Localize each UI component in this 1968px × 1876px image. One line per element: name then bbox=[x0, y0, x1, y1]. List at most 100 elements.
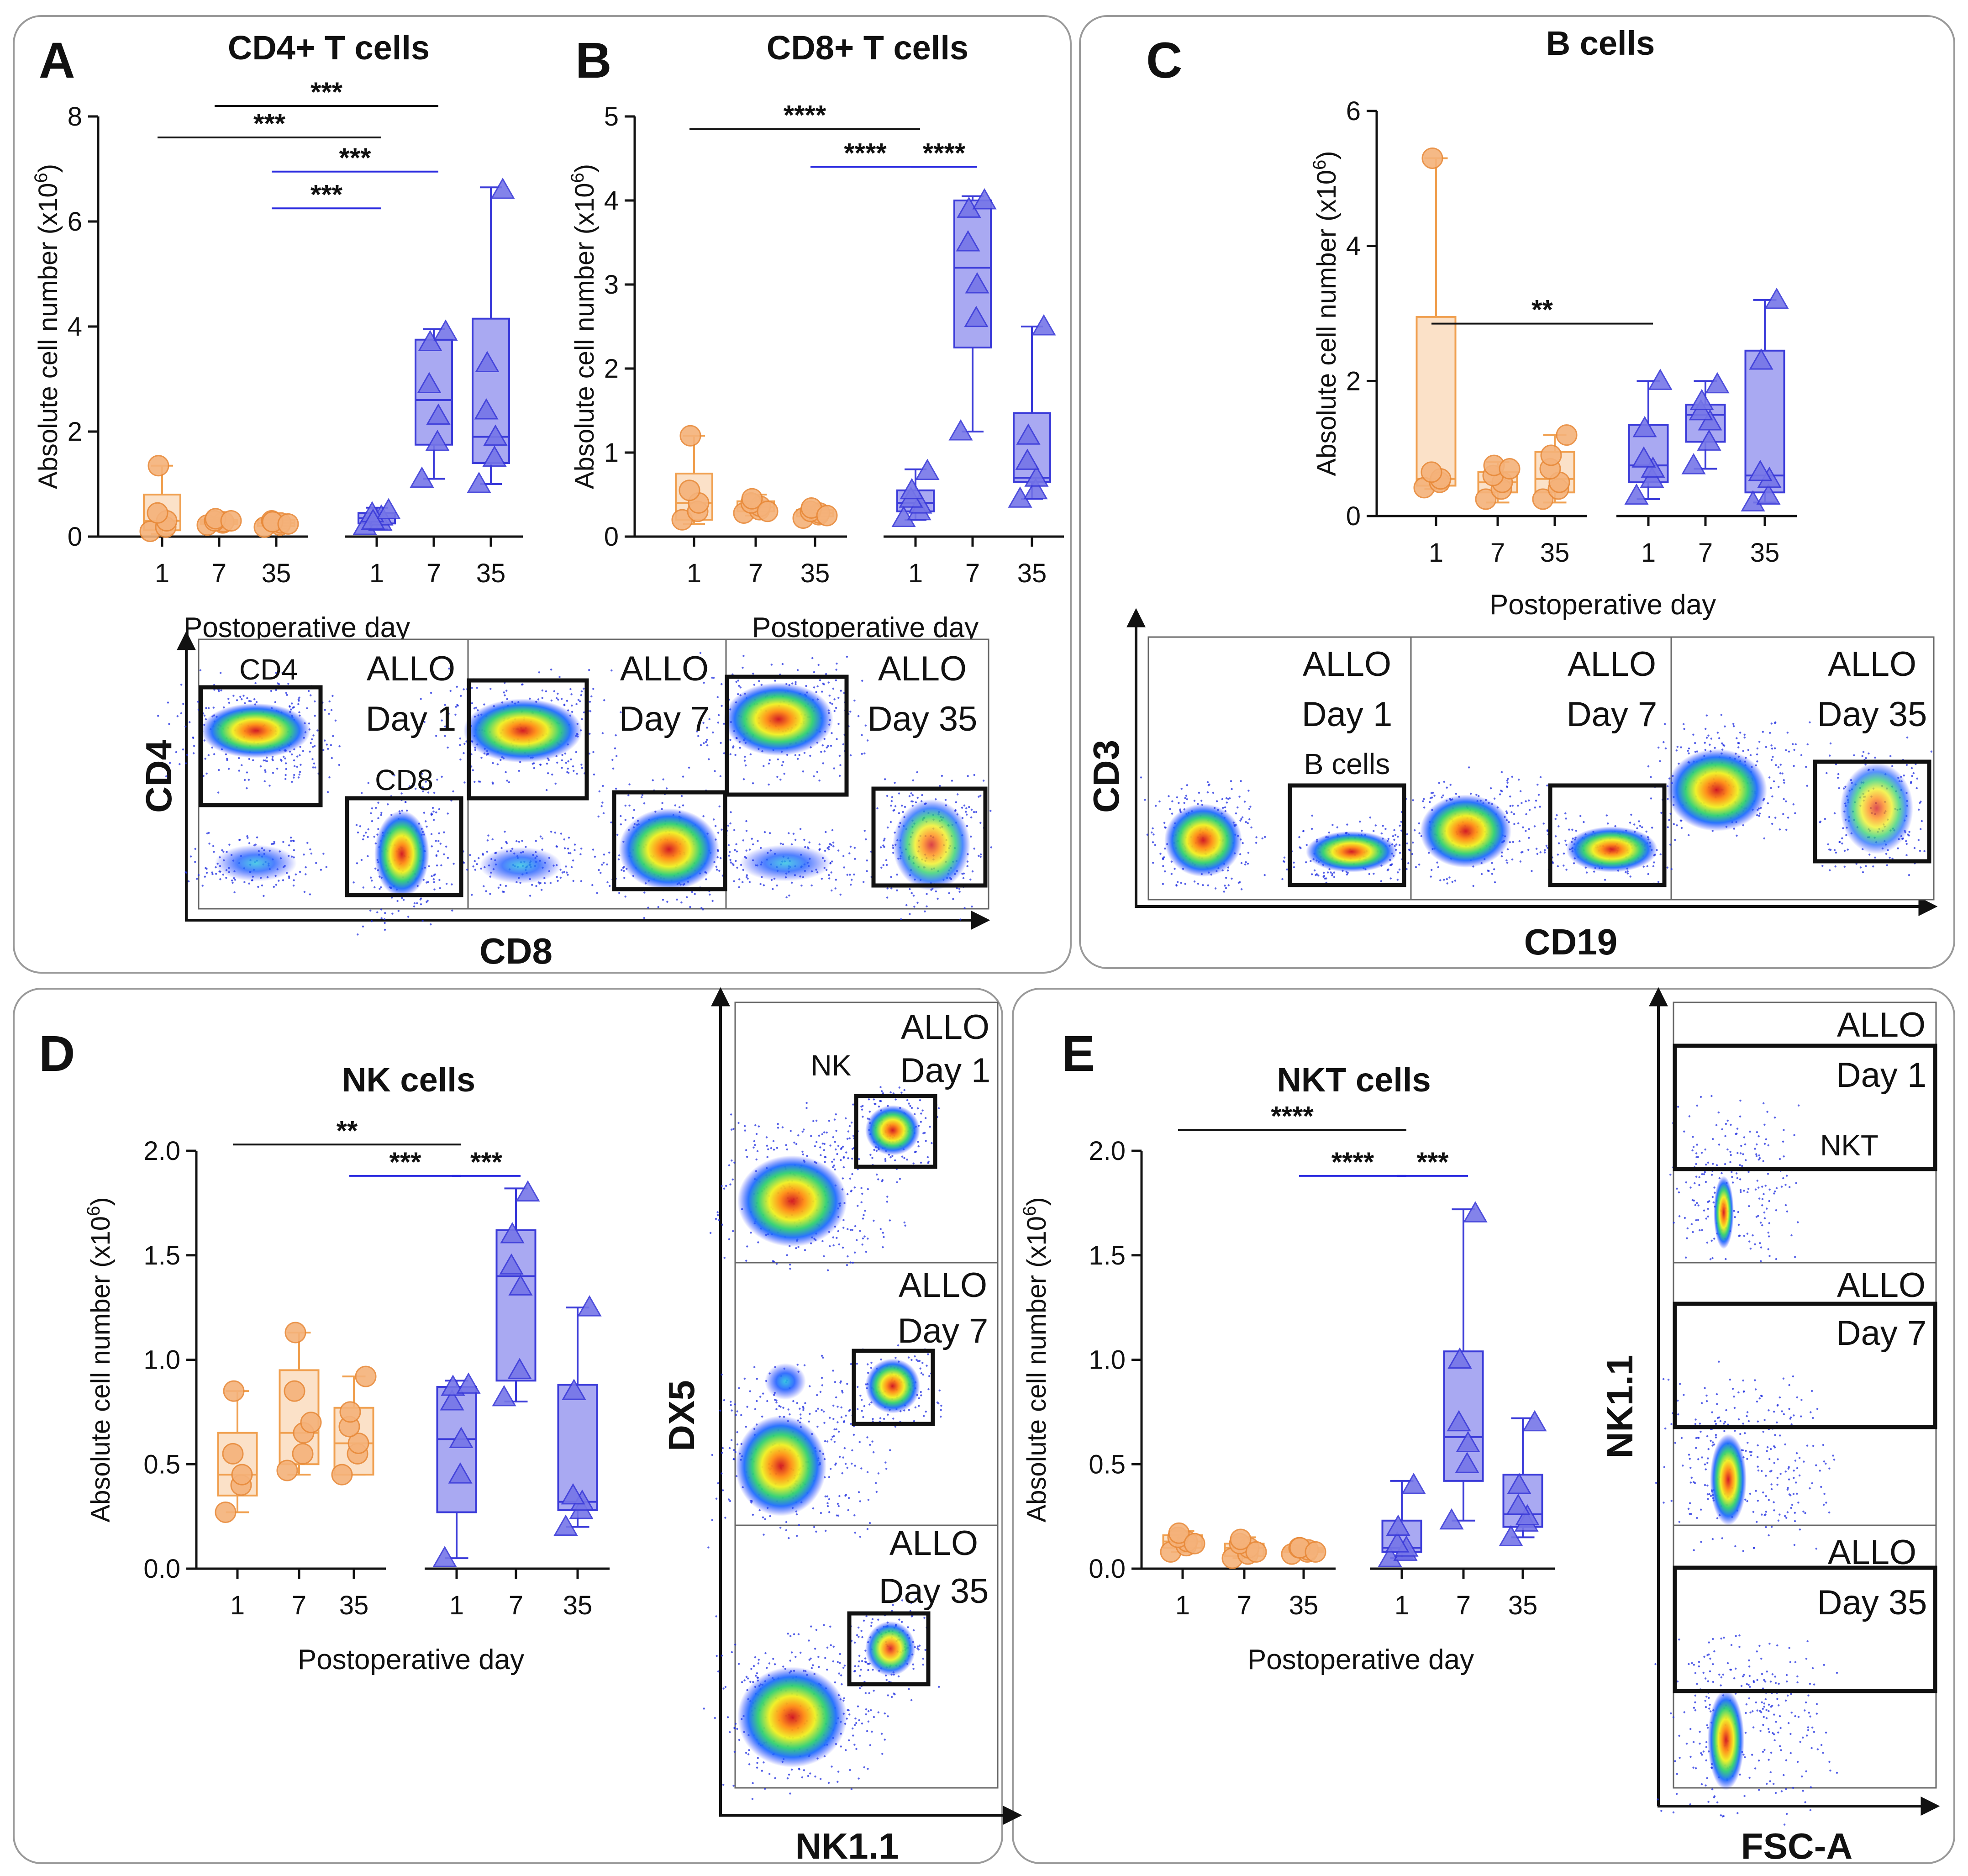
flow-dot bbox=[566, 871, 568, 874]
flow-dot bbox=[300, 764, 302, 766]
flow-dot bbox=[1398, 868, 1401, 871]
flow-dot bbox=[859, 1395, 862, 1397]
flow-dot bbox=[805, 685, 807, 687]
flow-dot bbox=[738, 1739, 741, 1741]
flow-dot bbox=[1509, 805, 1511, 807]
flow-dot bbox=[919, 1099, 921, 1101]
flow-c-blob-t-3 bbox=[1667, 749, 1767, 831]
flow-c-frame-3-group: ALLO bbox=[1828, 645, 1916, 684]
flow-dot bbox=[463, 862, 465, 864]
flow-dot bbox=[185, 762, 187, 764]
chart-a-point bbox=[410, 466, 434, 488]
flow-dot bbox=[813, 1526, 816, 1528]
flow-dot bbox=[273, 841, 275, 843]
flow-dot bbox=[728, 1164, 731, 1166]
flow-dot bbox=[720, 742, 722, 744]
flow-dot bbox=[884, 1461, 887, 1464]
flow-dot bbox=[1919, 801, 1921, 804]
flow-dot bbox=[900, 918, 902, 921]
flow-dot bbox=[898, 1618, 900, 1621]
flow-dot bbox=[842, 1666, 845, 1669]
flow-dot bbox=[826, 1668, 828, 1671]
flow-dot bbox=[839, 1381, 842, 1384]
flow-dot bbox=[1565, 817, 1567, 820]
flow-dot bbox=[922, 1657, 925, 1660]
chart-d-point bbox=[508, 1274, 533, 1296]
flow-dot bbox=[731, 1651, 733, 1654]
flow-dot bbox=[406, 809, 408, 812]
flow-ab-blob-dn-1 bbox=[215, 845, 297, 881]
flow-dot bbox=[1193, 880, 1196, 883]
flow-dot bbox=[842, 1456, 844, 1459]
flow-dot bbox=[217, 791, 220, 794]
flow-dot bbox=[590, 695, 593, 698]
flow-dot bbox=[868, 1098, 870, 1101]
flow-dot bbox=[471, 702, 474, 705]
flow-dot bbox=[1441, 796, 1443, 799]
flow-dot bbox=[1494, 881, 1496, 884]
flow-dot bbox=[205, 772, 208, 775]
flow-dot bbox=[861, 1244, 863, 1246]
flow-dot bbox=[1685, 1256, 1687, 1259]
flow-dot bbox=[828, 877, 831, 880]
flow-dot bbox=[727, 824, 730, 827]
flow-dot bbox=[923, 1132, 926, 1134]
flow-dot bbox=[1207, 884, 1209, 886]
chart-d-point bbox=[347, 1433, 369, 1454]
flow-dot bbox=[774, 1398, 776, 1401]
flow-dot bbox=[711, 1454, 714, 1456]
flow-dot bbox=[1565, 869, 1568, 871]
flow-dot bbox=[772, 1658, 774, 1660]
flow-dot bbox=[787, 1408, 789, 1411]
panel-c-frame bbox=[1079, 15, 1955, 969]
flow-dot bbox=[912, 1629, 915, 1632]
chart-d-y-tick-label: 0.5 bbox=[143, 1449, 180, 1479]
flow-dot bbox=[1868, 752, 1870, 755]
flow-dot bbox=[1762, 731, 1764, 733]
flow-dot bbox=[322, 749, 325, 751]
flow-dot bbox=[837, 1514, 840, 1517]
flow-dot bbox=[736, 1443, 739, 1446]
flow-d-blob-nk-3 bbox=[865, 1621, 916, 1676]
flow-dot bbox=[189, 721, 191, 723]
flow-dot bbox=[314, 700, 316, 703]
flow-dot bbox=[1737, 742, 1739, 744]
flow-d-frame-1-group: ALLO bbox=[901, 1008, 989, 1047]
flow-dot bbox=[1347, 872, 1349, 874]
flow-dot bbox=[1688, 747, 1690, 750]
flow-dot bbox=[738, 685, 740, 687]
flow-dot bbox=[1543, 851, 1546, 854]
flow-dot bbox=[1829, 742, 1832, 745]
flow-dot bbox=[331, 757, 333, 759]
flow-dot bbox=[860, 1187, 863, 1189]
flow-dot bbox=[918, 1644, 921, 1647]
flow-dot bbox=[719, 775, 722, 778]
flow-dot bbox=[409, 785, 411, 788]
flow-dot bbox=[849, 754, 852, 757]
chart-e-x-tick-label: 35 bbox=[1289, 1591, 1319, 1620]
flow-dot bbox=[1226, 801, 1228, 804]
flow-dot bbox=[842, 1145, 844, 1148]
chart-c-title: B cells bbox=[1546, 24, 1655, 62]
flow-dot bbox=[1862, 871, 1864, 874]
flow-dot bbox=[189, 855, 192, 858]
chart-b-point bbox=[1015, 448, 1040, 470]
flow-dot bbox=[887, 1715, 889, 1718]
flow-dot bbox=[803, 1128, 805, 1131]
flow-dot bbox=[432, 819, 435, 821]
flow-dot bbox=[483, 885, 485, 887]
chart-c-point bbox=[1748, 459, 1773, 481]
flow-dot bbox=[965, 811, 967, 813]
flow-dot bbox=[377, 801, 379, 804]
flow-dot bbox=[979, 795, 982, 797]
chart-c-point bbox=[1632, 416, 1657, 437]
flow-dot bbox=[1834, 865, 1836, 868]
flow-dot bbox=[915, 1150, 917, 1153]
flow-dot bbox=[804, 1402, 806, 1404]
flow-dot bbox=[815, 1119, 818, 1122]
flow-dot bbox=[866, 1436, 868, 1439]
flow-dot bbox=[802, 1406, 804, 1408]
flow-dot bbox=[729, 753, 731, 755]
chart-b-box bbox=[1013, 412, 1051, 483]
flow-dot bbox=[497, 886, 500, 889]
